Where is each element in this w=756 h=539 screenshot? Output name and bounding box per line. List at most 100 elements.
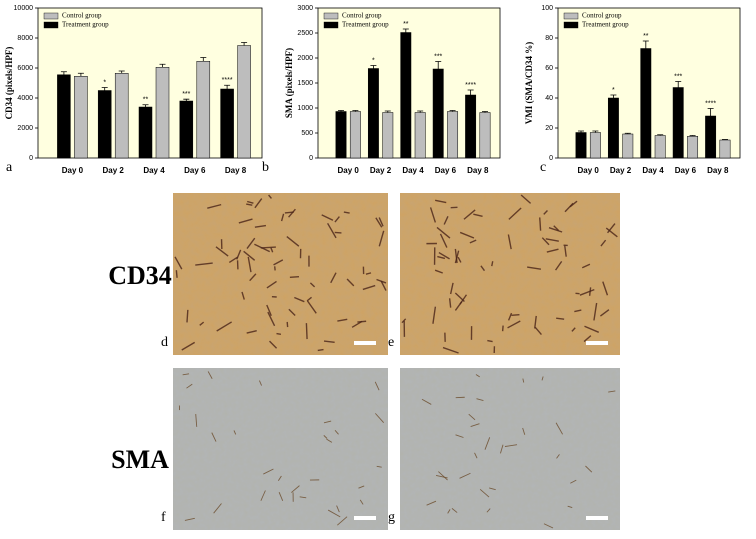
y-tick-label: 10000 — [14, 5, 34, 12]
micrograph-texture — [400, 368, 620, 530]
scale-bar — [586, 341, 608, 345]
y-tick-label: 40 — [545, 95, 553, 102]
bar — [57, 75, 70, 158]
bar — [655, 136, 665, 159]
bar — [221, 89, 234, 158]
panel-label: e — [388, 335, 394, 350]
vessel — [285, 212, 294, 213]
bar — [687, 136, 697, 158]
y-tick-label: 1500 — [297, 80, 313, 87]
significance-label: *** — [182, 91, 190, 98]
x-tick-label: Day 4 — [642, 166, 664, 175]
panel-label: c — [540, 160, 546, 175]
legend-swatch — [44, 13, 58, 19]
micrograph-texture — [173, 193, 388, 355]
scale-bar — [586, 516, 608, 520]
x-tick-label: Day 0 — [338, 166, 360, 175]
y-tick-label: 80 — [545, 35, 553, 42]
legend-swatch — [564, 13, 578, 19]
x-tick-label: Day 8 — [707, 166, 729, 175]
panel-label: a — [6, 160, 13, 175]
bar — [98, 91, 111, 159]
legend-label: Control group — [62, 12, 102, 20]
bar — [401, 33, 411, 159]
bar — [465, 95, 475, 158]
bar — [480, 113, 490, 159]
x-tick-label: Day 4 — [143, 166, 165, 175]
x-tick-label: Day 2 — [610, 166, 632, 175]
legend-swatch — [324, 22, 338, 28]
bar — [180, 101, 193, 158]
panel-label: b — [262, 160, 269, 175]
significance-label: **** — [705, 100, 716, 107]
bar — [673, 88, 683, 159]
vessel — [492, 261, 493, 266]
legend-swatch — [44, 22, 58, 28]
y-axis-label: VMI (SMA/CD34 %) — [524, 42, 534, 125]
x-tick-label: Day 6 — [184, 166, 206, 175]
bar — [705, 116, 715, 158]
bar — [590, 133, 600, 159]
bar — [368, 69, 378, 159]
vessel — [511, 315, 519, 316]
legend-swatch — [324, 13, 338, 19]
bar — [623, 134, 633, 158]
bar — [115, 73, 128, 158]
y-tick-label: 4000 — [17, 95, 33, 102]
bar — [720, 140, 730, 158]
significance-label: * — [103, 79, 106, 86]
bar — [447, 112, 457, 159]
y-tick-label: 100 — [541, 5, 553, 12]
x-tick-label: Day 0 — [62, 166, 84, 175]
y-tick-label: 0 — [549, 155, 553, 162]
y-tick-label: 500 — [301, 130, 313, 137]
scale-bar — [354, 341, 376, 345]
x-tick-label: Day 6 — [675, 166, 697, 175]
bar — [156, 67, 169, 158]
y-tick-label: 2000 — [17, 125, 33, 132]
significance-label: **** — [222, 77, 233, 84]
x-tick-label: Day 8 — [225, 166, 247, 175]
micrograph-texture — [173, 368, 388, 530]
vessel — [187, 310, 188, 323]
legend-label: Treatment group — [342, 21, 389, 29]
y-tick-label: 2000 — [297, 55, 313, 62]
legend-label: Treatment group — [582, 21, 629, 29]
legend-label: Treatment group — [62, 21, 109, 29]
bar — [197, 61, 210, 158]
vessel — [556, 318, 564, 319]
vessel — [276, 334, 280, 335]
vessel — [306, 323, 307, 339]
significance-label: *** — [674, 73, 682, 80]
bar — [641, 49, 651, 159]
panel-label: d — [161, 335, 168, 350]
y-tick-label: 3000 — [297, 5, 313, 12]
scale-bar — [354, 516, 376, 520]
x-tick-label: Day 2 — [103, 166, 125, 175]
vessel — [540, 217, 541, 230]
x-tick-label: Day 2 — [370, 166, 392, 175]
significance-label: * — [612, 87, 615, 94]
significance-label: **** — [465, 82, 476, 89]
row-label: SMA — [111, 445, 169, 474]
y-axis-label: SMA (pixels/HPF) — [284, 48, 294, 118]
bar — [415, 113, 425, 159]
x-tick-label: Day 0 — [578, 166, 600, 175]
y-tick-label: 1000 — [297, 105, 313, 112]
significance-label: * — [372, 57, 375, 64]
vessel — [487, 341, 492, 342]
significance-label: ** — [143, 97, 149, 104]
significance-label: *** — [434, 53, 442, 60]
bar — [139, 107, 152, 158]
legend-label: Control group — [582, 12, 622, 20]
y-tick-label: 0 — [309, 155, 313, 162]
bar — [433, 69, 443, 158]
legend-label: Control group — [342, 12, 382, 20]
y-tick-label: 2500 — [297, 30, 313, 37]
y-tick-label: 0 — [29, 155, 33, 162]
panel-label: g — [388, 510, 395, 525]
bar — [238, 46, 251, 159]
bar — [336, 112, 346, 159]
